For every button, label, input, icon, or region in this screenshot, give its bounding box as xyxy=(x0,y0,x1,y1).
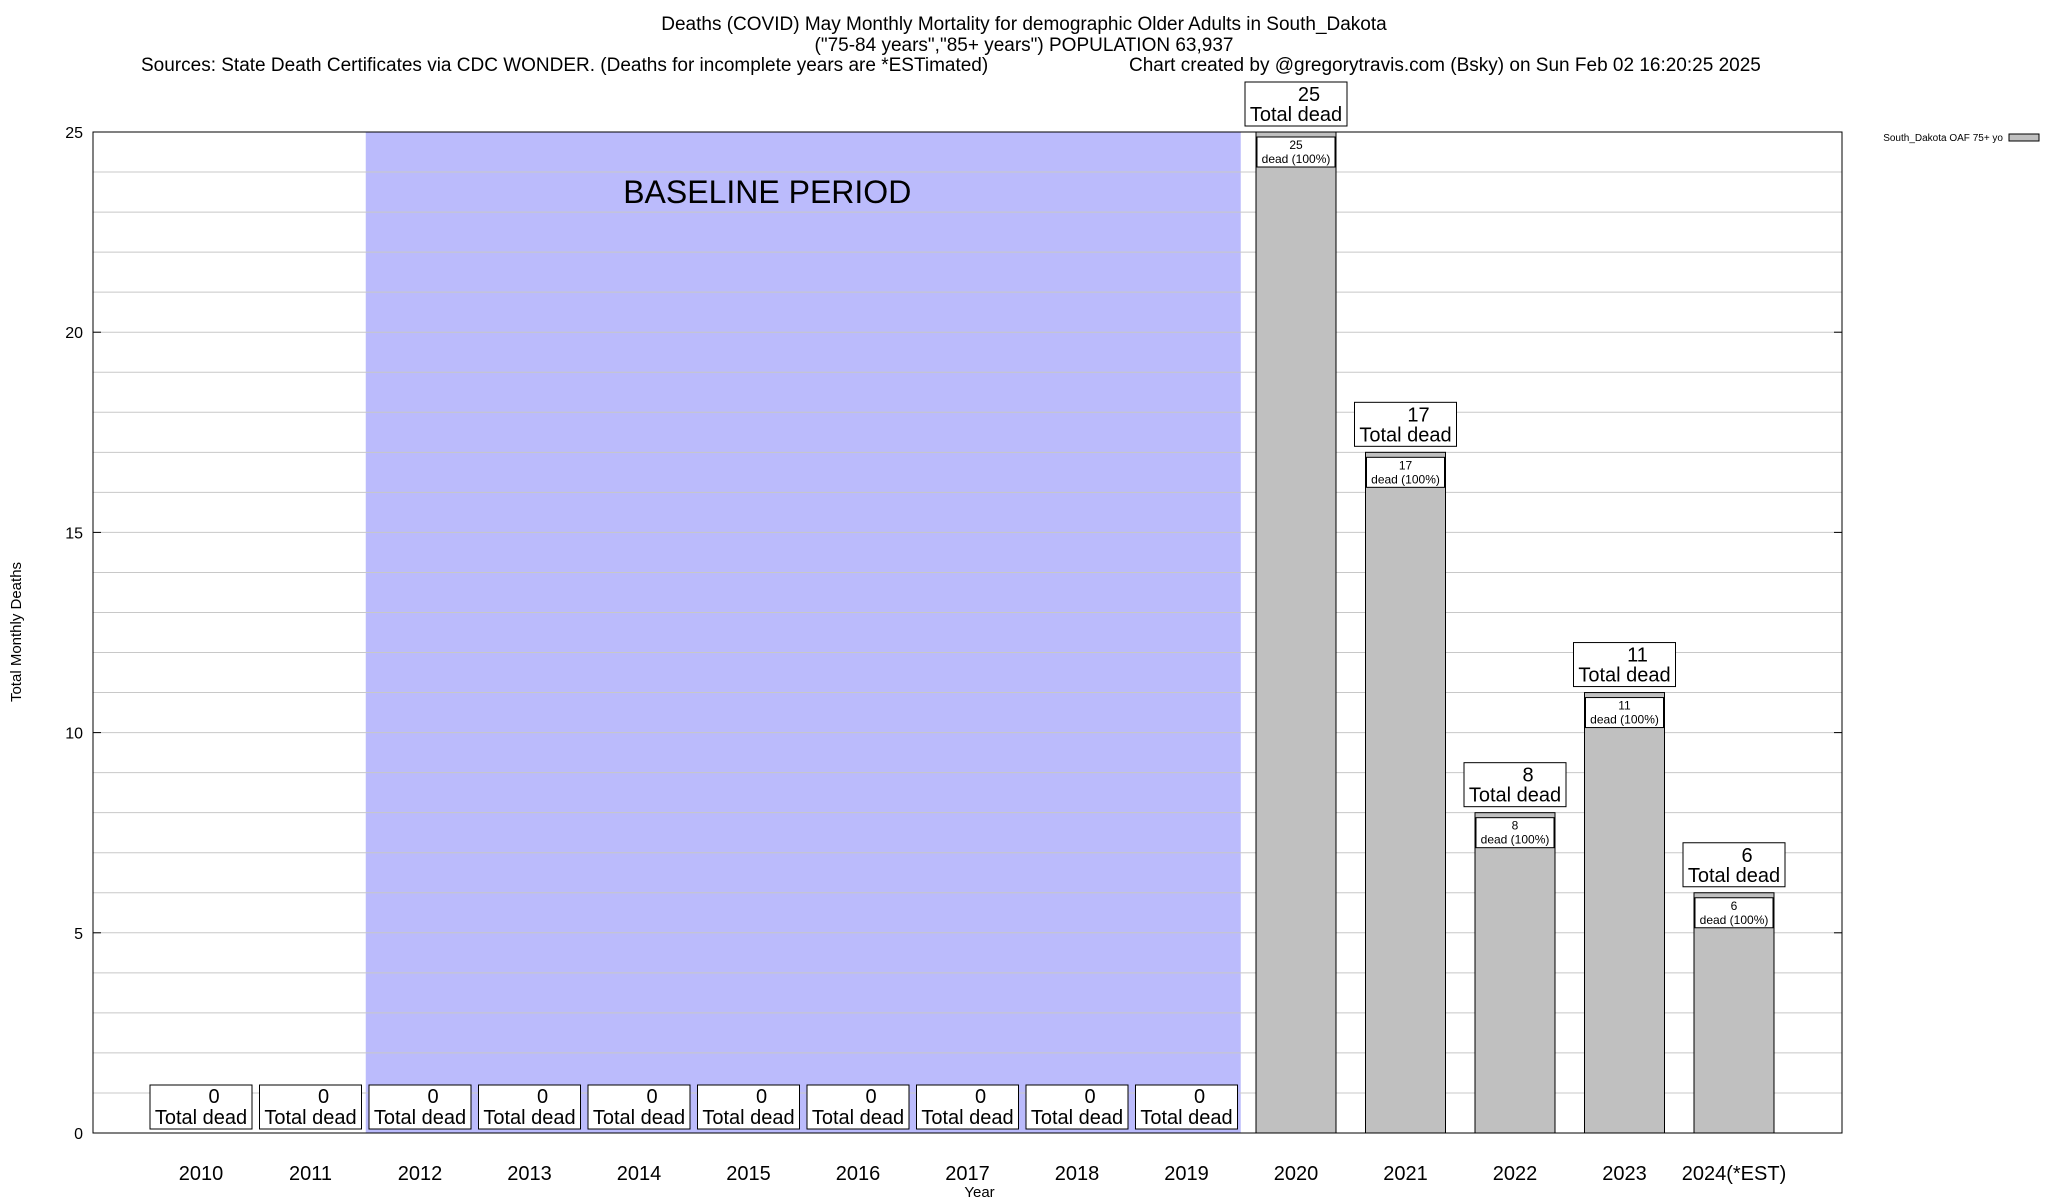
x-tick-label: 2016 xyxy=(836,1163,881,1185)
legend-swatch xyxy=(2008,133,2040,142)
bar-total-value: 11 xyxy=(1627,645,1648,667)
bar-total-value: 0 xyxy=(1084,1086,1095,1108)
bar-total-value: 0 xyxy=(975,1086,986,1108)
bar-inner-value: 6 xyxy=(1731,899,1738,913)
x-tick-label: 2017 xyxy=(945,1163,990,1185)
bar-inner-label: dead (100%) xyxy=(1262,152,1331,166)
baseline-label: BASELINE PERIOD xyxy=(623,174,911,210)
bar-total-label: Total dead xyxy=(921,1107,1013,1129)
x-tick-label: 2012 xyxy=(398,1163,443,1185)
bar-total-label-box xyxy=(1573,642,1676,688)
x-tick-label: 2020 xyxy=(1274,1163,1319,1185)
bar-total-value: 0 xyxy=(208,1086,219,1108)
bar-total-label: Total dead xyxy=(812,1107,904,1129)
bar-total-value: 0 xyxy=(646,1086,657,1108)
bar-inner-value: 25 xyxy=(1289,138,1303,152)
x-tick-label: 2010 xyxy=(179,1163,224,1185)
x-tick-label: 2021 xyxy=(1383,1163,1428,1185)
bar-total-label-box xyxy=(1025,1084,1129,1130)
bar-total-label: Total dead xyxy=(374,1107,466,1129)
bar-total-label-box xyxy=(1135,1084,1238,1130)
x-tick-label: 2024(*EST) xyxy=(1682,1163,1787,1185)
x-tick-label: 2023 xyxy=(1602,1163,1647,1185)
x-axis-label: Year xyxy=(964,1184,994,1200)
legend-label: South_Dakota OAF 75+ yo xyxy=(1883,133,2003,144)
bar-total-value: 25 xyxy=(1298,84,1320,106)
x-tick-label: 2014 xyxy=(617,1163,662,1185)
bar-total-value: 0 xyxy=(318,1086,329,1108)
bar-total-label: Total dead xyxy=(1250,104,1342,126)
bar-total-label-box xyxy=(1682,842,1786,888)
bar-total-label: Total dead xyxy=(264,1107,356,1129)
bar-inner-label-box xyxy=(1256,136,1336,168)
bar-total-label-box xyxy=(806,1084,910,1130)
bar-total-label-box xyxy=(1354,401,1457,447)
y-tick-label: 25 xyxy=(65,125,83,142)
bar-total-value: 0 xyxy=(427,1086,438,1108)
baseline-region xyxy=(365,132,1241,1133)
bar-total-label-box xyxy=(916,1084,1019,1130)
plot-border xyxy=(92,131,1843,1134)
bar-total-label: Total dead xyxy=(1359,424,1451,446)
bar-total-label-box xyxy=(587,1084,691,1130)
bar-total-value: 0 xyxy=(1194,1086,1205,1108)
bar-total-label-box xyxy=(478,1084,581,1130)
bar-inner-label-box xyxy=(1694,897,1774,929)
bar-total-label: Total dead xyxy=(1140,1107,1232,1129)
bar-total-label-box xyxy=(368,1084,472,1130)
bar-total-label-box xyxy=(1463,762,1567,808)
bar-total-label-box xyxy=(697,1084,800,1130)
bar-inner-label-box xyxy=(1475,817,1555,849)
bar-total-value: 0 xyxy=(756,1086,767,1108)
bar-inner-label: dead (100%) xyxy=(1371,472,1440,486)
x-tick-label: 2015 xyxy=(726,1163,771,1185)
chart-sources: Sources: State Death Certificates via CD… xyxy=(141,55,989,76)
bar-inner-value: 17 xyxy=(1399,458,1413,472)
bar xyxy=(1255,131,1337,1134)
x-tick-label: 2018 xyxy=(1055,1163,1100,1185)
y-tick-label: 5 xyxy=(74,926,83,943)
x-tick-label: 2011 xyxy=(289,1163,332,1185)
bar-total-value: 0 xyxy=(537,1086,548,1108)
y-tick-label: 20 xyxy=(65,325,83,342)
bar-total-label: Total dead xyxy=(1031,1107,1123,1129)
y-tick-label: 0 xyxy=(74,1126,83,1143)
bar-total-label: Total dead xyxy=(702,1107,794,1129)
x-tick-label: 2019 xyxy=(1164,1163,1209,1185)
bar-inner-label: dead (100%) xyxy=(1590,713,1659,727)
y-tick-label: 15 xyxy=(65,525,83,542)
bar-total-label-box xyxy=(1244,81,1348,127)
x-tick-label: 2022 xyxy=(1493,1163,1538,1185)
chart-credit: Chart created by @gregorytravis.com (Bsk… xyxy=(1129,55,1761,76)
bar-total-label: Total dead xyxy=(483,1107,575,1129)
bar-inner-label-box xyxy=(1585,697,1664,729)
bar xyxy=(1693,892,1775,1134)
bar-total-label-box xyxy=(149,1084,253,1130)
bar-total-value: 17 xyxy=(1407,404,1429,426)
chart-title-line2: ("75-84 years","85+ years") POPULATION 6… xyxy=(814,35,1234,56)
y-tick-label: 10 xyxy=(65,726,83,743)
chart-title-line1: Deaths (COVID) May Monthly Mortality for… xyxy=(661,14,1387,35)
bar-total-label-box xyxy=(259,1084,362,1130)
bar xyxy=(1365,451,1446,1134)
bar-inner-value: 11 xyxy=(1618,699,1631,713)
bar-total-label: Total dead xyxy=(155,1107,247,1129)
bar-total-value: 8 xyxy=(1522,765,1533,787)
bar xyxy=(1474,812,1556,1134)
x-tick-label: 2013 xyxy=(507,1163,552,1185)
bar-total-label: Total dead xyxy=(593,1107,685,1129)
bar-inner-label: dead (100%) xyxy=(1481,833,1550,847)
bar-total-label: Total dead xyxy=(1469,785,1561,807)
bar-inner-value: 8 xyxy=(1512,819,1519,833)
bar-total-label: Total dead xyxy=(1688,865,1780,887)
bar-total-value: 6 xyxy=(1741,845,1752,867)
bar-inner-label-box xyxy=(1366,456,1445,488)
bar-total-value: 0 xyxy=(865,1086,876,1108)
y-axis-label: Total Monthly Deaths xyxy=(8,562,25,702)
bar xyxy=(1584,692,1665,1134)
bar-inner-label: dead (100%) xyxy=(1700,913,1769,927)
bar-total-label: Total dead xyxy=(1578,665,1670,687)
